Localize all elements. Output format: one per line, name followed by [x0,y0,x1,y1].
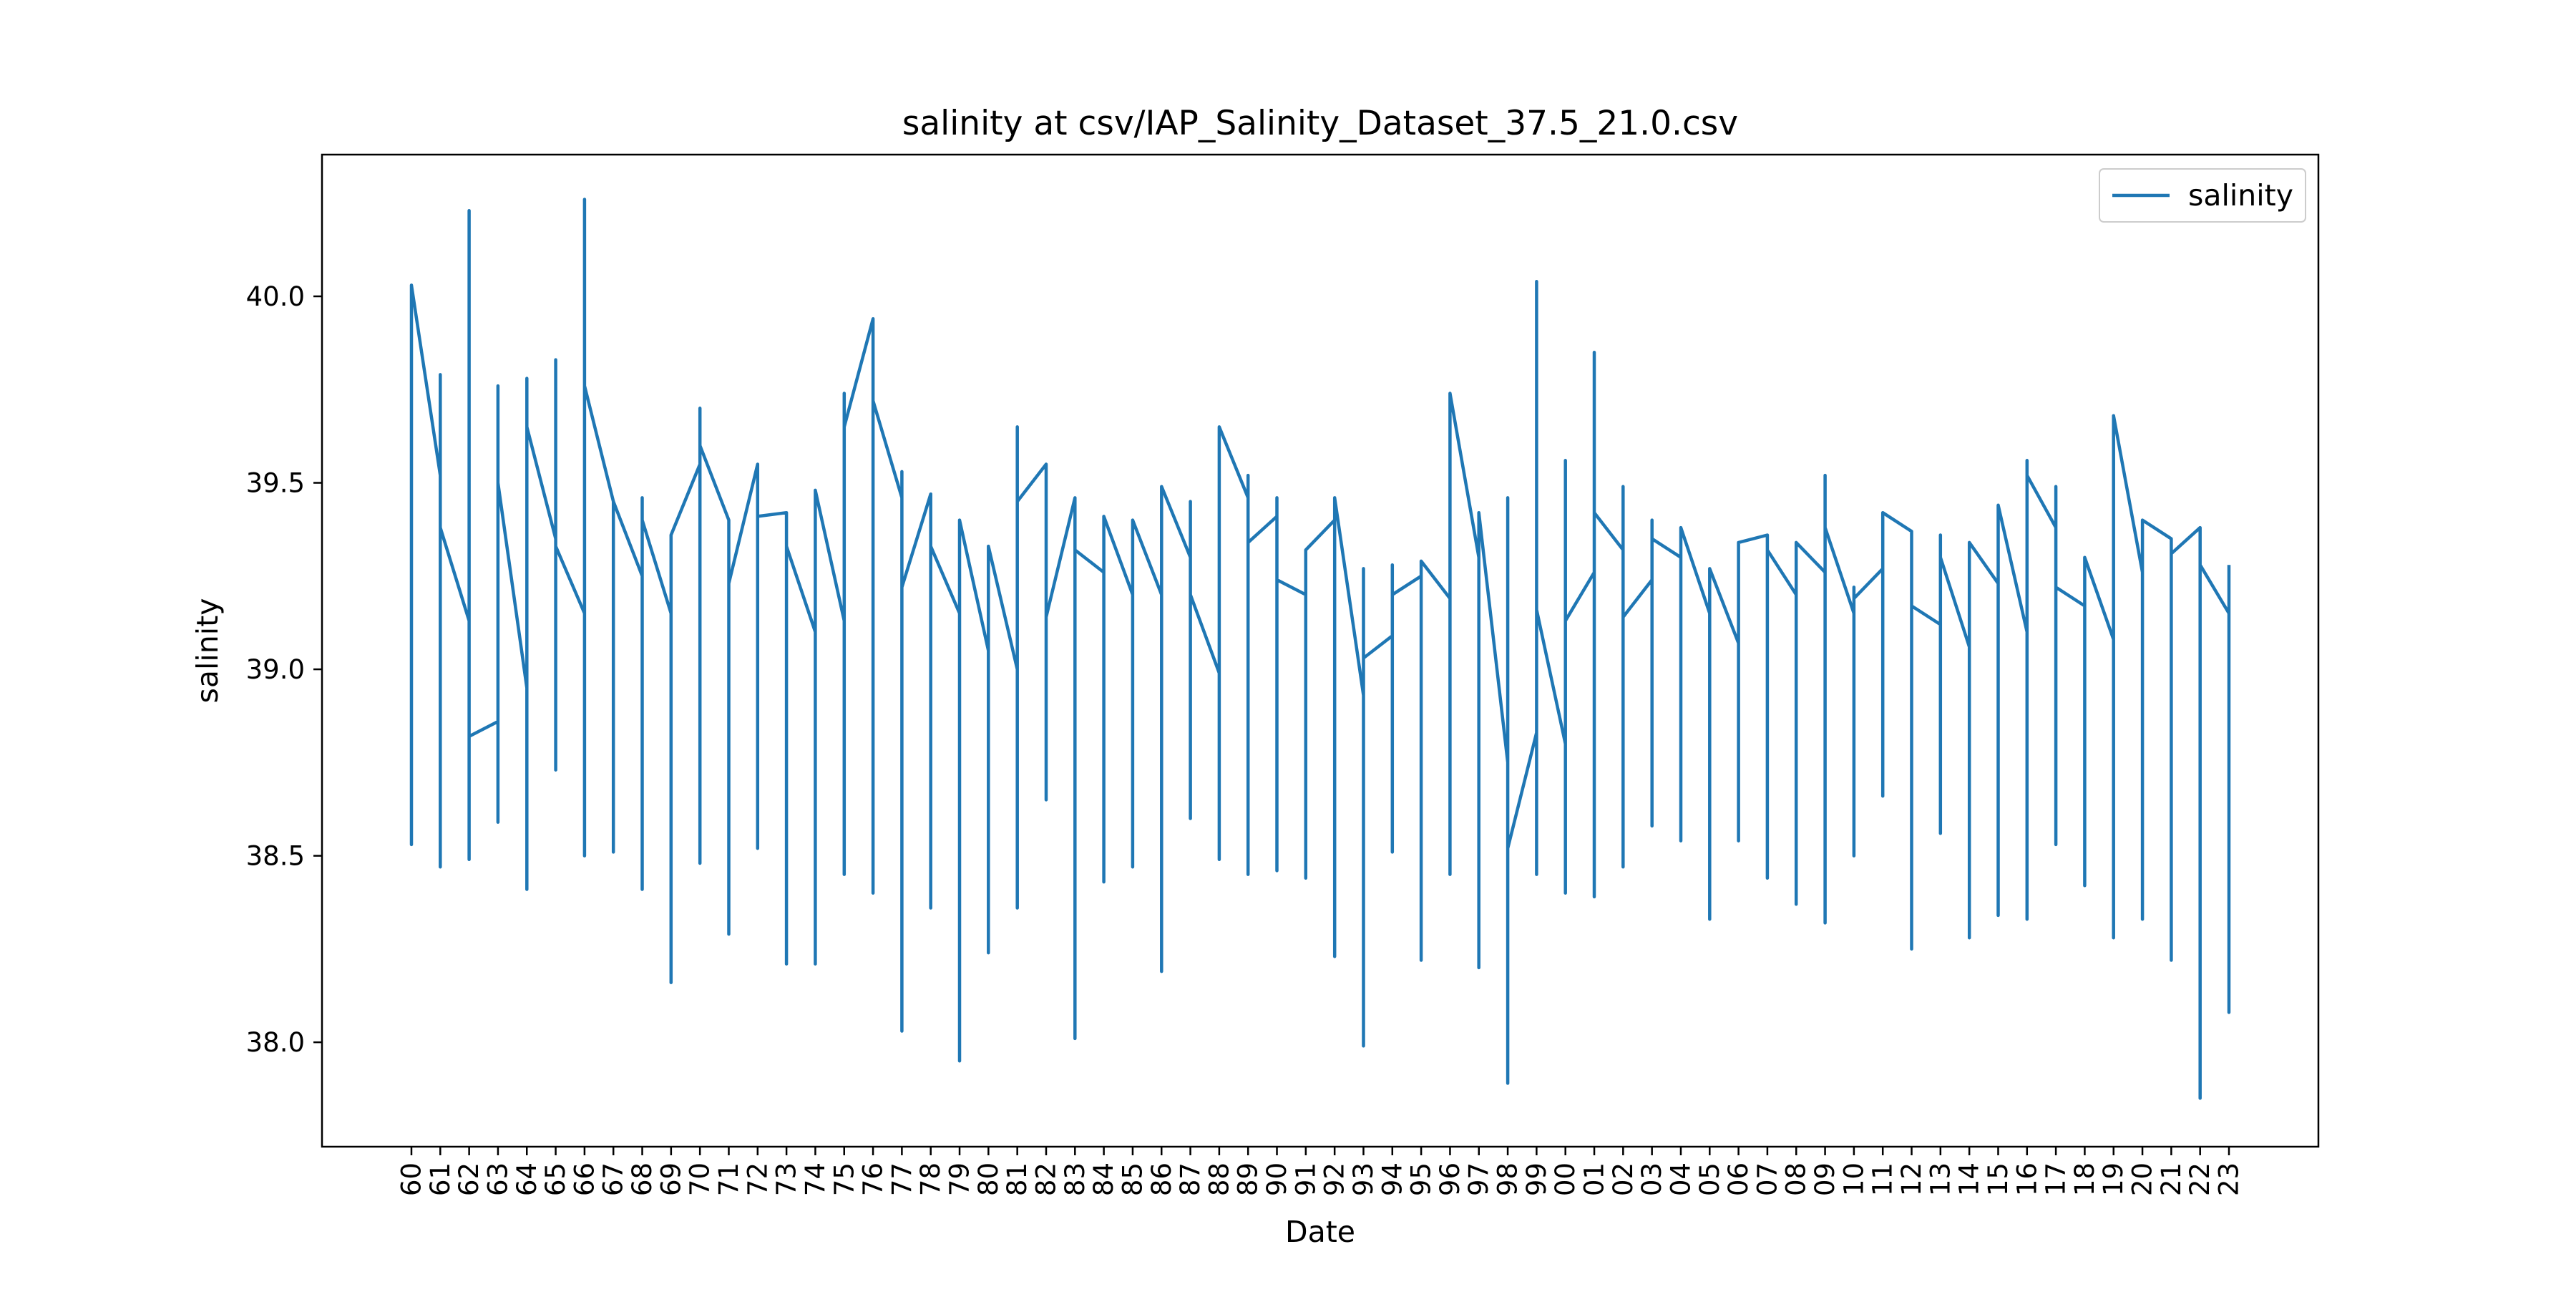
x-tick-label: 84 [1088,1162,1119,1196]
y-tick-label: 39.5 [246,468,305,499]
y-axis-label: salinity [190,598,225,704]
legend: salinity [2099,168,2306,223]
legend-box [2099,168,2306,223]
x-tick-label: 83 [1060,1162,1091,1196]
x-tick-label: 16 [2011,1162,2042,1196]
x-tick-label: 98 [1493,1162,1523,1196]
plot-frame [321,153,2320,1148]
x-tick-label: 20 [2127,1162,2158,1196]
x-tick-label: 75 [829,1162,859,1196]
y-tick-label: 40.0 [246,281,305,312]
x-tick-label: 81 [1002,1162,1033,1196]
x-tick-label: 89 [1233,1162,1264,1196]
legend-label-salinity: salinity [2188,178,2293,213]
x-tick-label: 60 [396,1162,427,1196]
x-tick-label: 10 [1838,1162,1869,1196]
x-tick-label: 72 [742,1162,773,1196]
x-tick-label: 74 [800,1162,831,1196]
x-tick-label: 80 [973,1162,1004,1196]
y-axis: 38.0 38.5 39.0 39.5 40.0 [246,281,322,1058]
x-tick-label: 11 [1868,1162,1898,1196]
x-tick-label: 95 [1406,1162,1437,1196]
x-tick-label: 62 [454,1162,484,1196]
x-tick-label: 70 [685,1162,716,1196]
x-tick-label: 00 [1550,1162,1581,1196]
x-tick-label: 14 [1954,1162,1985,1196]
x-tick-label: 13 [1925,1162,1956,1196]
x-tick-label: 63 [482,1162,513,1196]
x-tick-label: 07 [1752,1162,1782,1196]
x-axis: 6061626364656667686970717273747576777879… [396,1147,2245,1196]
x-tick-label: 92 [1319,1162,1350,1196]
x-tick-label: 79 [945,1162,975,1196]
x-tick-label: 05 [1694,1162,1725,1196]
x-tick-label: 02 [1608,1162,1639,1196]
x-tick-label: 68 [627,1162,658,1196]
x-tick-label: 61 [425,1162,456,1196]
series-line-salinity [409,198,2231,1100]
series-layer [409,198,2231,1100]
chart-title: salinity at csv/IAP_Salinity_Dataset_37.… [902,104,1738,143]
x-tick-label: 82 [1031,1162,1062,1196]
x-tick-label: 99 [1521,1162,1552,1196]
x-tick-label: 73 [771,1162,802,1196]
x-tick-label: 06 [1723,1162,1754,1196]
x-tick-label: 96 [1435,1162,1465,1196]
x-tick-label: 77 [887,1162,917,1196]
x-tick-label: 23 [2214,1162,2245,1196]
x-tick-label: 12 [1896,1162,1927,1196]
x-tick-label: 87 [1175,1162,1206,1196]
x-tick-label: 01 [1579,1162,1610,1196]
x-tick-label: 65 [540,1162,571,1196]
x-tick-label: 66 [569,1162,600,1196]
x-tick-label: 78 [915,1162,946,1196]
x-tick-label: 08 [1781,1162,1812,1196]
x-tick-label: 18 [2069,1162,2100,1196]
x-tick-label: 17 [2041,1162,2072,1196]
x-tick-label: 97 [1463,1162,1494,1196]
x-tick-label: 94 [1377,1162,1407,1196]
x-tick-label: 85 [1117,1162,1148,1196]
x-tick-label: 22 [2185,1162,2215,1196]
x-tick-label: 19 [2098,1162,2129,1196]
x-tick-label: 64 [512,1162,542,1196]
x-tick-label: 93 [1348,1162,1379,1196]
x-tick-label: 88 [1204,1162,1234,1196]
x-tick-label: 90 [1262,1162,1292,1196]
y-tick-label: 38.5 [246,841,305,872]
y-tick-label: 39.0 [246,654,305,685]
x-tick-label: 86 [1146,1162,1177,1196]
x-tick-label: 21 [2156,1162,2187,1196]
x-tick-label: 04 [1666,1162,1697,1196]
y-tick-label: 38.0 [246,1027,305,1058]
x-tick-label: 69 [655,1162,686,1196]
x-tick-label: 09 [1810,1162,1840,1196]
x-tick-label: 03 [1636,1162,1667,1196]
x-tick-label: 71 [713,1162,744,1196]
x-tick-label: 76 [858,1162,889,1196]
x-axis-label: Date [1285,1215,1355,1249]
plot-area-background [322,155,2318,1147]
x-tick-label: 67 [598,1162,629,1196]
x-tick-label: 91 [1290,1162,1321,1196]
x-tick-label: 15 [1983,1162,2014,1196]
